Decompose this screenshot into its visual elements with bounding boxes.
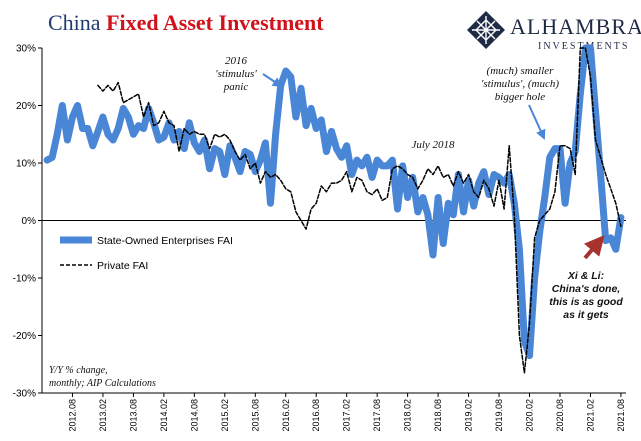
chart-title-part2: Fixed Asset Investment	[106, 10, 324, 35]
y-tick-label: -10%	[13, 274, 36, 285]
x-tick-label: 2014.02	[159, 399, 169, 432]
x-tick-label: 2018.08	[433, 399, 443, 432]
x-tick-label: 2014.08	[189, 399, 199, 432]
x-tick-label: 2012.08	[67, 399, 77, 432]
y-tick-label: -20%	[13, 331, 36, 342]
x-tick-label: 2018.02	[403, 399, 413, 432]
arrow-stimulus-2016	[262, 73, 283, 88]
x-tick-label: 2019.08	[494, 399, 504, 432]
legend-soe-label: State-Owned Enterprises FAI	[97, 235, 233, 247]
annotation-smaller-stimulus: (much) smaller 'stimulus', (much) bigger…	[480, 65, 560, 103]
x-tick-label: 2020.02	[525, 399, 535, 432]
x-tick-label: 2021.02	[585, 399, 595, 432]
arrow-xi-li	[583, 234, 605, 260]
series-soe-line	[43, 44, 625, 360]
brand-name: ALHAMBRA	[510, 14, 641, 39]
x-tick-label: 2017.02	[342, 399, 352, 432]
x-tick-label: 2016.02	[281, 399, 291, 432]
x-tick-label: 2021.08	[616, 399, 626, 432]
legend-private-label: Private FAI	[97, 260, 148, 272]
chart-title-part1: China	[48, 10, 107, 35]
x-tick-label: 2019.02	[464, 399, 474, 432]
annotation-stimulus-2016: 2016 'stimulus' panic	[215, 55, 257, 93]
series-private-line	[97, 47, 622, 374]
y-tick-label: 10%	[16, 159, 36, 170]
x-tick-label: 2013.02	[98, 399, 108, 432]
diamond-lattice-logo-icon	[467, 11, 505, 49]
x-tick-label: 2016.08	[311, 399, 321, 432]
y-tick-label: -30%	[13, 389, 36, 400]
y-tick-label: 20%	[16, 101, 36, 112]
x-tick-label: 2020.08	[555, 399, 565, 432]
annotation-xi-li: Xi & Li: China's done, this is as good a…	[549, 270, 623, 321]
x-tick-label: 2017.08	[372, 399, 382, 432]
x-tick-label: 2015.08	[250, 399, 260, 432]
y-tick-label: 30%	[16, 44, 36, 55]
arrow-smaller-stimulus	[528, 104, 546, 140]
annotation-july-2018: July 2018	[411, 139, 455, 151]
x-tick-label: 2015.02	[220, 399, 230, 432]
chart-title: China Fixed Asset Investment	[48, 10, 324, 36]
source-note: Y/Y % change, monthly; AIP Calculations	[49, 365, 156, 389]
y-tick-label: 0%	[22, 216, 37, 227]
x-tick-label: 2013.08	[128, 399, 138, 432]
